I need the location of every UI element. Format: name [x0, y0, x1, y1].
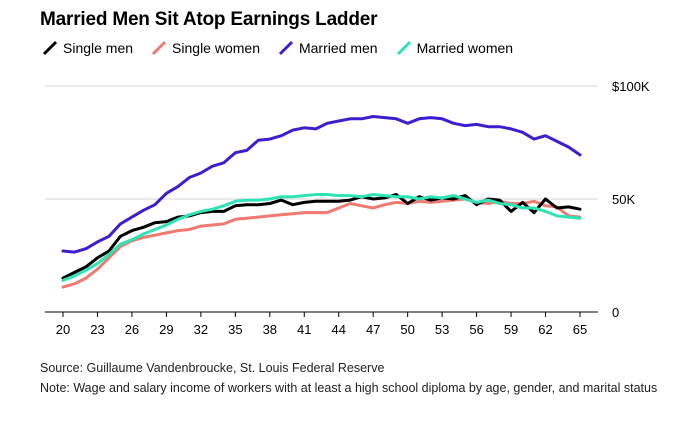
- x-tick-label-32: 32: [194, 322, 208, 337]
- legend-label-married-women: Married women: [416, 40, 514, 56]
- legend-swatch-line-single-women: [151, 40, 167, 56]
- x-tick-label-56: 56: [469, 322, 483, 337]
- x-tick-label-50: 50: [400, 322, 414, 337]
- source-note: Source: Guillaume Vandenbroucke, St. Lou…: [40, 361, 385, 375]
- x-tick-label-41: 41: [297, 322, 311, 337]
- x-tick-label-62: 62: [538, 322, 552, 337]
- x-tick-label-38: 38: [263, 322, 277, 337]
- legend-item-married-women: Married women: [396, 40, 513, 56]
- x-tick-label-35: 35: [228, 322, 242, 337]
- legend-label-single-women: Single women: [172, 40, 260, 56]
- x-tick-label-20: 20: [56, 322, 70, 337]
- series-line-married-men: [61, 115, 582, 254]
- x-tick-label-53: 53: [435, 322, 449, 337]
- legend-swatch-line-married-women: [396, 40, 411, 56]
- y-tick-label-0: 0: [612, 305, 619, 320]
- legend-label-single-men: Single men: [63, 40, 134, 56]
- legend-label-married-men: Married men: [298, 40, 378, 56]
- chart-title: Married Men Sit Atop Earnings Ladder: [40, 9, 378, 30]
- series-line-married-women: [61, 193, 582, 282]
- line-chart: 0 50K $100K 20 23 26 29 32 35 38 41 44 47 50 53 56 59 62 6…: [45, 79, 650, 337]
- legend-item-married-men: Married men: [278, 40, 378, 56]
- legend-swatch-married-women: [396, 40, 411, 56]
- y-tick-label-1: 50K: [612, 192, 635, 207]
- series-line-single-men: [61, 193, 582, 280]
- legend-swatch-married-men: [278, 40, 294, 56]
- legend-swatch-line-married-men: [278, 40, 294, 56]
- legend: Single men Single women Married men Marr…: [42, 40, 531, 56]
- legend-swatch-single-men: [42, 40, 58, 56]
- x-tick-label-23: 23: [90, 322, 104, 337]
- legend-item-single-men: Single men: [42, 40, 133, 56]
- x-tick-label-47: 47: [366, 322, 380, 337]
- x-tick-label-59: 59: [504, 322, 518, 337]
- x-tick-label-44: 44: [331, 322, 345, 337]
- x-tick-label-65: 65: [573, 322, 587, 337]
- x-tick-label-29: 29: [159, 322, 173, 337]
- x-tick-label-26: 26: [125, 322, 139, 337]
- legend-swatch-line-single-men: [42, 40, 58, 56]
- y-tick-label-2: $100K: [612, 79, 650, 94]
- legend-swatch-single-women: [151, 40, 167, 56]
- legend-item-single-women: Single women: [151, 40, 260, 56]
- footnote: Note: Wage and salary income of workers …: [40, 381, 658, 395]
